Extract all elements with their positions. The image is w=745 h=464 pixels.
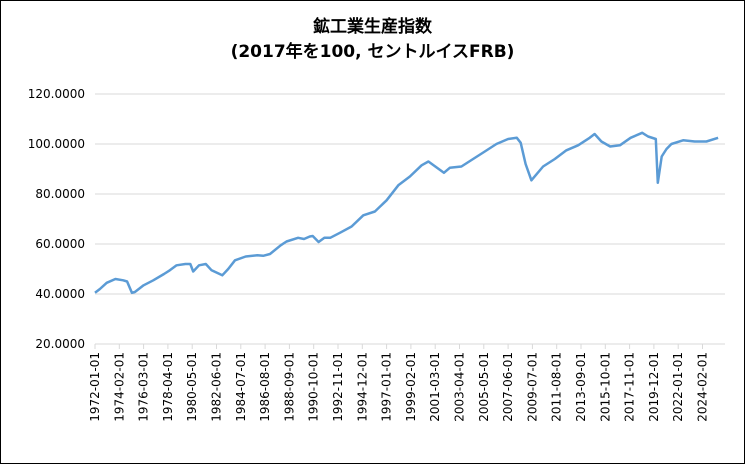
x-tick-label: 1986-08-01 bbox=[258, 352, 272, 422]
x-tick-label: 2015-10-01 bbox=[598, 352, 612, 422]
y-tick-label: 100.0000 bbox=[28, 137, 85, 151]
x-tick-label: 1982-06-01 bbox=[210, 352, 224, 422]
x-tick-label: 2007-06-01 bbox=[501, 352, 515, 422]
y-tick-label: 20.0000 bbox=[35, 337, 85, 351]
x-tick-label: 2005-05-01 bbox=[477, 352, 491, 422]
chart-subtitle: (2017年を100, セントルイスFRB) bbox=[230, 42, 515, 62]
x-tick-label: 1994-12-01 bbox=[355, 352, 369, 422]
x-tick-label: 1980-05-01 bbox=[185, 352, 199, 422]
x-tick-label: 2017-11-01 bbox=[623, 352, 637, 422]
x-tick-label: 1974-02-01 bbox=[112, 352, 126, 422]
y-tick-label: 80.0000 bbox=[35, 187, 85, 201]
chart-title: 鉱工業生産指数 bbox=[313, 17, 432, 37]
x-tick-label: 1972-01-01 bbox=[88, 352, 102, 422]
x-tick-label: 1984-07-01 bbox=[234, 352, 248, 422]
series-line bbox=[94, 131, 719, 295]
x-tick-label: 1990-10-01 bbox=[307, 352, 321, 422]
x-tick-label: 2009-07-01 bbox=[525, 352, 539, 422]
x-tick-label: 2003-04-01 bbox=[453, 352, 467, 422]
y-tick-label: 60.0000 bbox=[35, 237, 85, 251]
x-tick-label: 2011-08-01 bbox=[550, 352, 564, 422]
x-tick-label: 2022-01-01 bbox=[671, 352, 685, 422]
y-tick-label: 40.0000 bbox=[35, 287, 85, 301]
x-tick-label: 2024-02-01 bbox=[696, 352, 710, 422]
x-tick-label: 1976-03-01 bbox=[137, 352, 151, 422]
x-tick-label: 1988-09-01 bbox=[282, 352, 296, 422]
x-tick-label: 1978-04-01 bbox=[161, 352, 175, 422]
y-tick-label: 120.0000 bbox=[28, 87, 85, 101]
x-tick-label: 1992-11-01 bbox=[331, 352, 345, 422]
x-tick-label: 1999-02-01 bbox=[404, 352, 418, 422]
x-tick-label: 2013-09-01 bbox=[574, 352, 588, 422]
x-tick-label: 2001-03-01 bbox=[428, 352, 442, 422]
x-tick-label: 2019-12-01 bbox=[647, 352, 661, 422]
x-tick-label: 1997-01-01 bbox=[380, 352, 394, 422]
